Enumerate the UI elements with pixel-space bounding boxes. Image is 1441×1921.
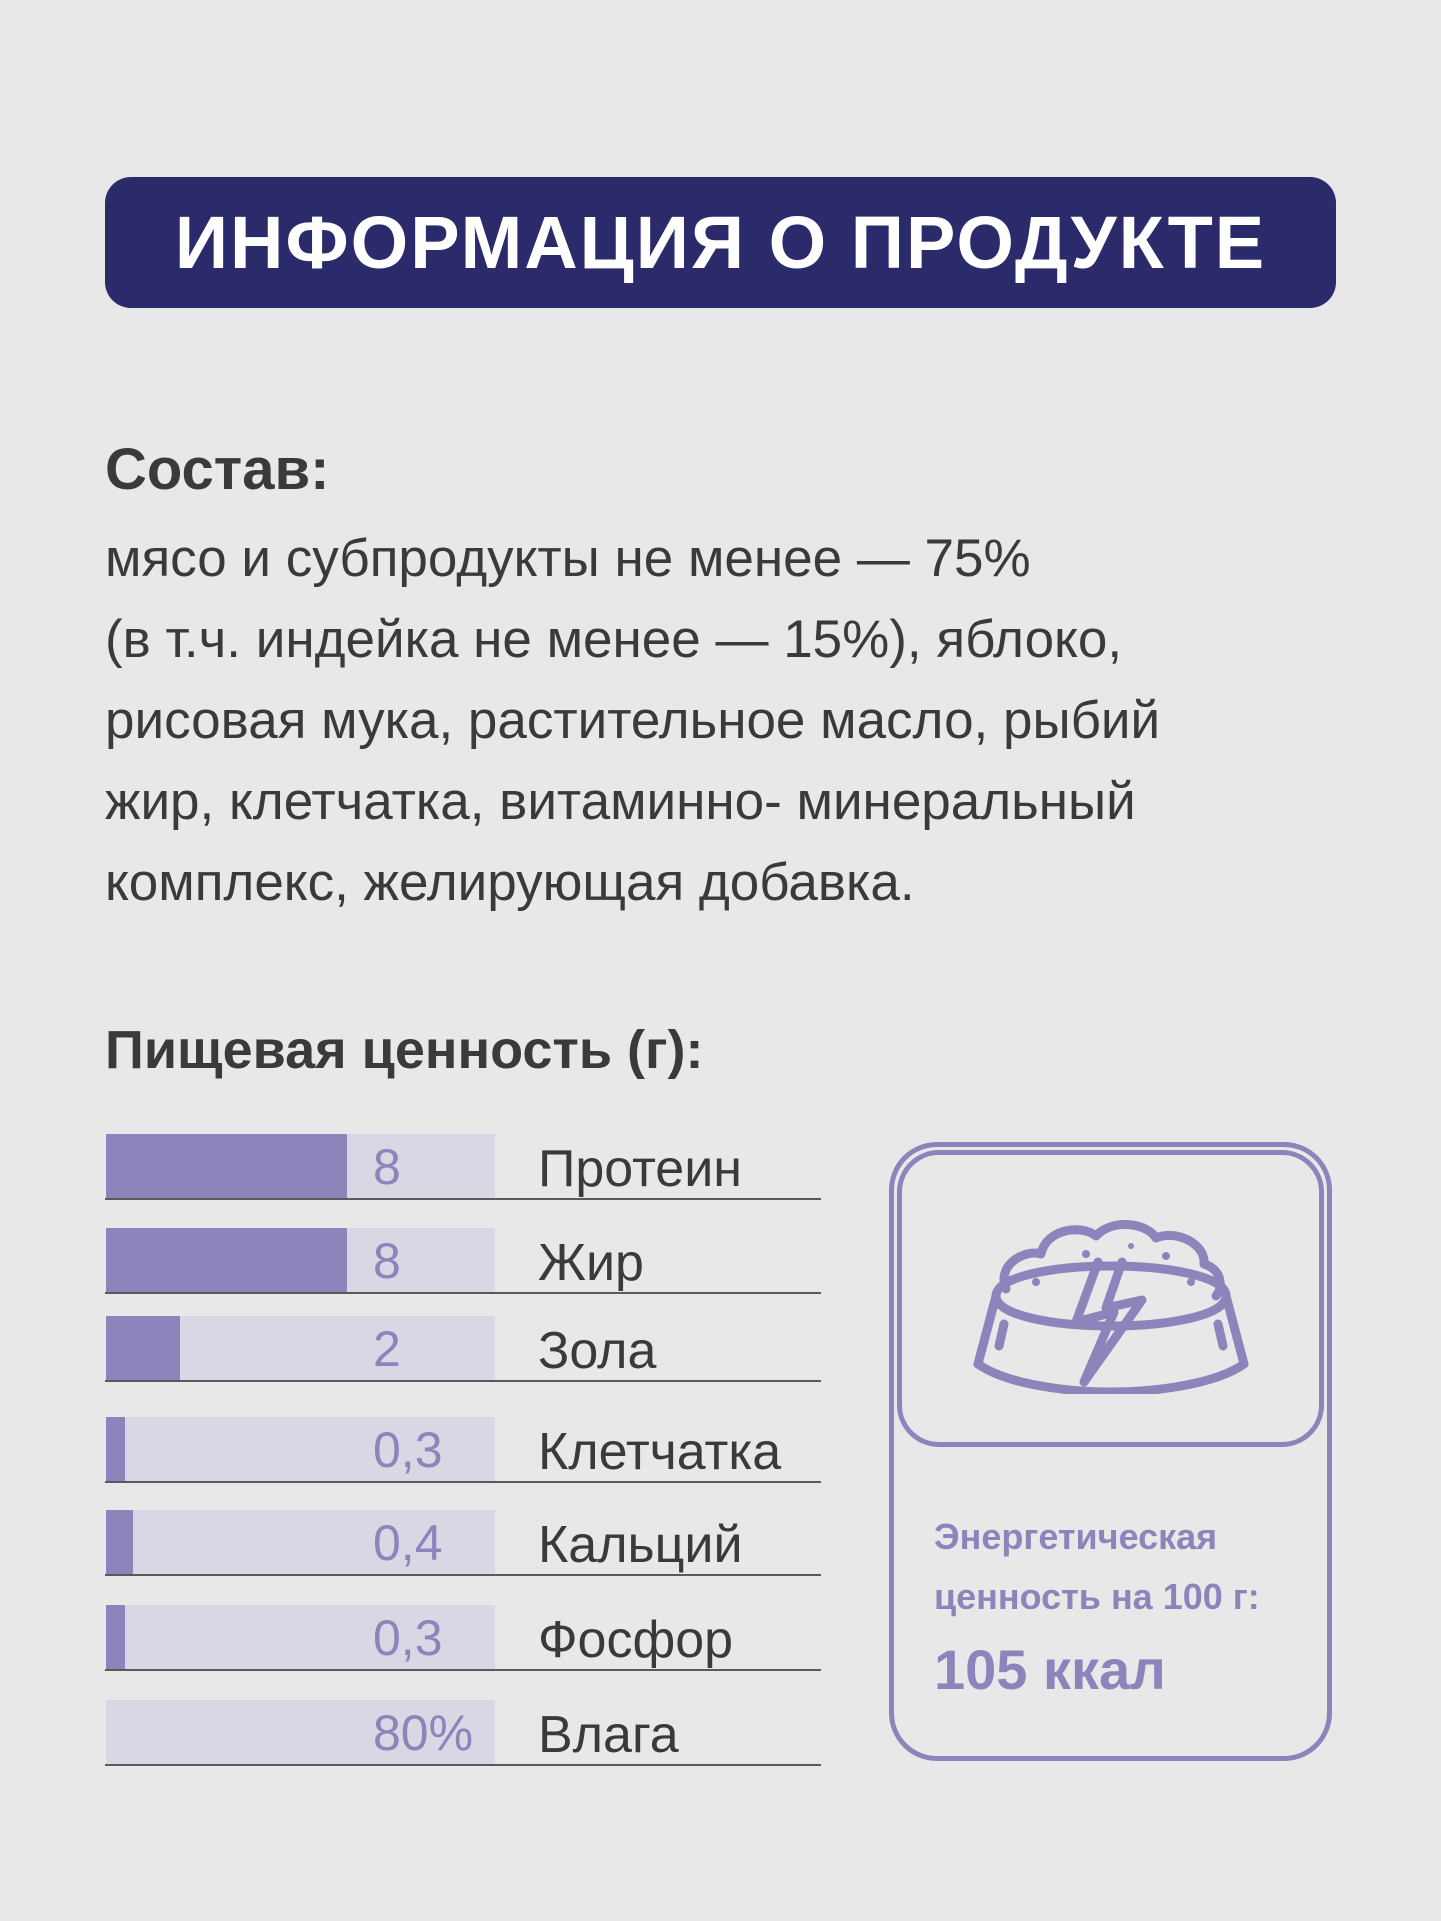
nutrition-value: 2 bbox=[373, 1321, 401, 1377]
nutrition-label: Клетчатка bbox=[538, 1423, 782, 1481]
energy-label: Энергетическая ценность на 100 г: bbox=[934, 1507, 1314, 1627]
nutrition-title: Пищевая ценность (г): bbox=[105, 1020, 704, 1080]
header-banner: ИНФОРМАЦИЯ О ПРОДУКТЕ bbox=[105, 177, 1336, 308]
nutrition-value: 0,3 bbox=[373, 1610, 443, 1666]
bar-fill bbox=[106, 1134, 347, 1198]
nutrition-label: Протеин bbox=[538, 1140, 742, 1198]
nutrition-label: Фосфор bbox=[538, 1611, 734, 1669]
nutrition-row-phosphorus: 0,3 Фосфор bbox=[105, 1605, 821, 1671]
page-title: ИНФОРМАЦИЯ О ПРОДУКТЕ bbox=[174, 201, 1267, 284]
nutrition-value: 8 bbox=[373, 1139, 401, 1195]
nutrition-row-ash: 2 Зола bbox=[105, 1316, 821, 1382]
nutrition-label: Жир bbox=[538, 1234, 644, 1292]
composition-title: Состав: bbox=[105, 437, 330, 502]
composition-line: комплекс, желирующая добавка. bbox=[105, 853, 915, 912]
energy-label-line: ценность на 100 г: bbox=[934, 1576, 1260, 1617]
bar-track bbox=[106, 1316, 495, 1380]
food-bowl-energy-icon bbox=[973, 1219, 1248, 1394]
nutrition-row-protein: 8 Протеин bbox=[105, 1134, 821, 1200]
nutrition-value: 0,4 bbox=[373, 1515, 443, 1571]
energy-label-line: Энергетическая bbox=[934, 1516, 1218, 1557]
composition-line: жир, клетчатка, витаминно- минеральный bbox=[105, 772, 1136, 831]
bar-fill bbox=[106, 1605, 125, 1669]
bar-track bbox=[106, 1605, 495, 1669]
nutrition-value: 80% bbox=[373, 1705, 474, 1761]
nutrition-label: Кальций bbox=[538, 1516, 743, 1574]
composition-text: мясо и субпродукты не менее — 75% (в т.ч… bbox=[105, 518, 1345, 923]
bar-track bbox=[106, 1228, 495, 1292]
bar-track bbox=[106, 1417, 495, 1481]
composition-line: рисовая мука, растительное масло, рыбий bbox=[105, 691, 1161, 750]
bar-track bbox=[106, 1510, 495, 1574]
nutrition-row-moisture: 80% Влага bbox=[105, 1700, 821, 1766]
energy-card: Энергетическая ценность на 100 г: 105 кк… bbox=[889, 1142, 1332, 1761]
bar-fill bbox=[106, 1510, 133, 1574]
nutrition-row-fat: 8 Жир bbox=[105, 1228, 821, 1294]
energy-icon-panel bbox=[897, 1150, 1324, 1447]
composition-line: мясо и субпродукты не менее — 75% bbox=[105, 529, 1031, 588]
bar-fill bbox=[106, 1316, 180, 1380]
nutrition-label: Зола bbox=[538, 1322, 657, 1380]
bar-track bbox=[106, 1134, 495, 1198]
nutrition-row-fiber: 0,3 Клетчатка bbox=[105, 1417, 821, 1483]
nutrition-value: 0,3 bbox=[373, 1422, 443, 1478]
bar-track bbox=[106, 1700, 495, 1764]
bar-fill bbox=[106, 1228, 347, 1292]
nutrition-value: 8 bbox=[373, 1233, 401, 1289]
bar-fill bbox=[106, 1417, 125, 1481]
nutrition-label: Влага bbox=[538, 1706, 679, 1764]
energy-value: 105 ккал bbox=[934, 1638, 1166, 1701]
composition-line: (в т.ч. индейка не менее — 15%), яблоко, bbox=[105, 610, 1123, 669]
nutrition-row-calcium: 0,4 Кальций bbox=[105, 1510, 821, 1576]
